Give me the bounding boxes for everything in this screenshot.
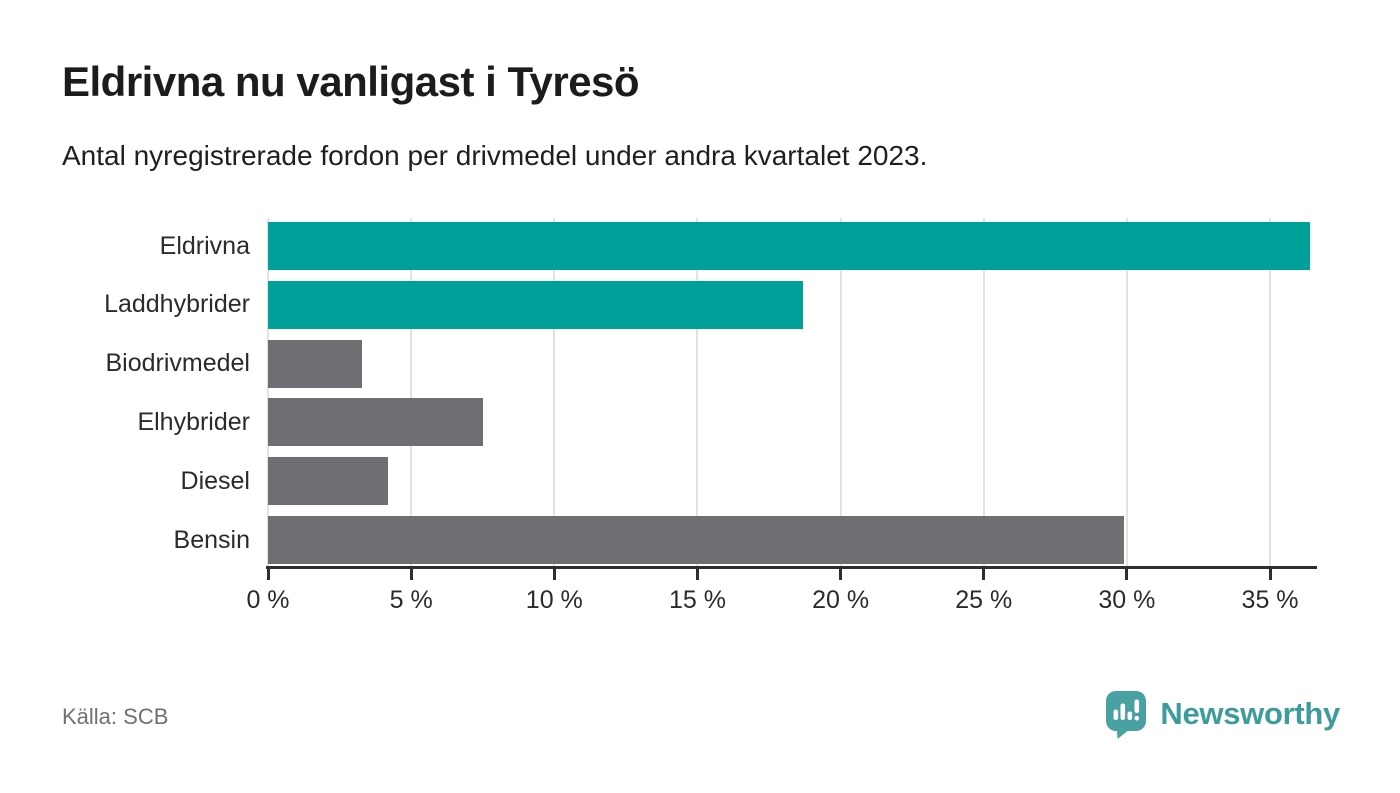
gridline: [839, 218, 842, 566]
axis-tick-label: 30 %: [1098, 586, 1156, 614]
axis-tick: [695, 566, 699, 580]
category-label: Laddhybrider: [104, 290, 250, 319]
source-label: Källa: SCB: [62, 704, 169, 729]
bar-eldrivna: [268, 222, 1311, 270]
gridline: [410, 218, 413, 566]
bar-diesel: [268, 457, 389, 506]
axis-tick-label: 20 %: [812, 586, 870, 614]
gridline: [553, 218, 556, 566]
x-axis-line: [266, 566, 1317, 569]
axis-tick-label: 25 %: [955, 586, 1013, 614]
plot-area: [267, 218, 1313, 566]
axis-tick-label: 15 %: [668, 586, 726, 614]
newsworthy-logo-text: Newsworthy: [1160, 696, 1340, 731]
bar-biodrivmedel: [268, 339, 363, 388]
gridline: [1125, 218, 1128, 566]
bar-bensin: [268, 516, 1125, 564]
axis-tick: [552, 566, 556, 580]
x-axis: 0 % 5 % 10 % 15 % 20 % 25 % 30 % 35 %: [246, 566, 1317, 626]
axis-tick: [839, 566, 843, 580]
axis-tick-label: 35 %: [1241, 586, 1299, 614]
axis-tick: [1268, 566, 1272, 580]
axis-tick: [982, 566, 986, 580]
axis-tick: [266, 566, 270, 580]
bar-elhybrider: [268, 398, 483, 447]
category-label: Bensin: [173, 525, 250, 554]
newsworthy-logo[interactable]: Newsworthy: [1104, 689, 1340, 739]
axis-tick-label: 0 %: [246, 586, 290, 614]
gridline: [696, 218, 699, 566]
axis-tick: [1125, 566, 1129, 580]
gridline: [267, 218, 269, 566]
category-labels: Eldrivna Laddhybrider Biodrivmedel Elhybrid…: [40, 218, 250, 566]
chart-subtitle: Antal nyregistrerade fordon per drivmede…: [62, 140, 928, 171]
category-label: Eldrivna: [159, 231, 250, 260]
axis-tick-label: 10 %: [525, 586, 583, 614]
gridline: [1269, 218, 1272, 566]
category-label: Elhybrider: [137, 407, 250, 436]
newsworthy-logo-icon: [1104, 689, 1148, 739]
bar-laddhybrider: [268, 280, 804, 329]
category-label: Biodrivmedel: [105, 349, 250, 378]
axis-tick-label: 5 %: [389, 586, 433, 614]
chart-title: Eldrivna nu vanligast i Tyresö: [62, 58, 640, 105]
axis-tick: [409, 566, 413, 580]
category-label: Diesel: [180, 466, 250, 495]
gridline: [982, 218, 985, 566]
